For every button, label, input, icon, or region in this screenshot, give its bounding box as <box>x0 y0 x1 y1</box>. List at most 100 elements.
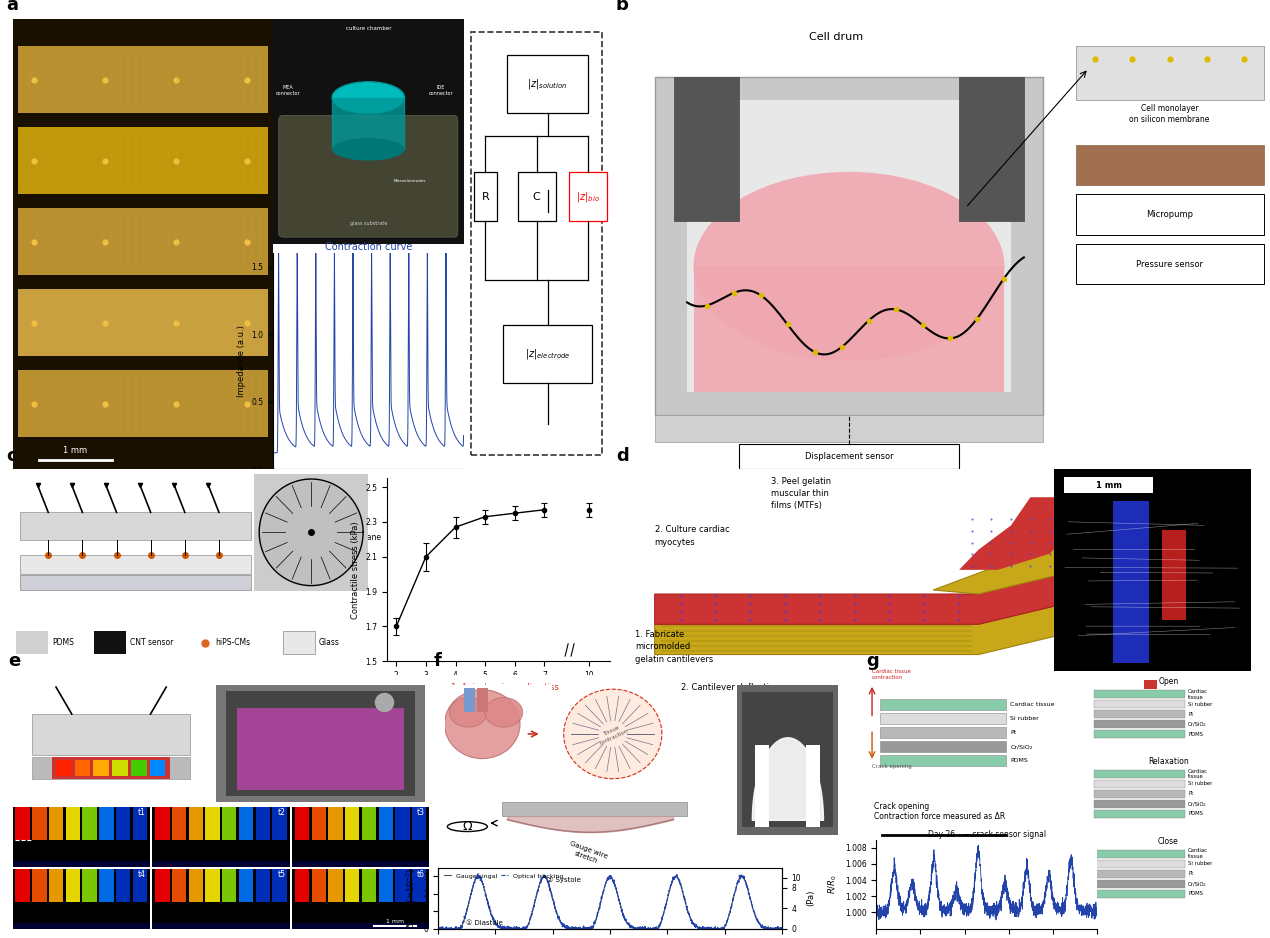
Text: PDMS: PDMS <box>1011 758 1029 764</box>
Text: Cardiac
tissue: Cardiac tissue <box>1189 848 1208 859</box>
Text: Gauge wire
stretch: Gauge wire stretch <box>566 840 608 867</box>
Text: 3. Peel gelatin: 3. Peel gelatin <box>771 477 832 486</box>
Text: R: R <box>481 191 489 202</box>
Text: CNT sensor in
PDMS membrane: CNT sensor in PDMS membrane <box>315 523 381 542</box>
Text: t1: t1 <box>138 809 146 818</box>
Bar <box>206 796 220 840</box>
Bar <box>1095 690 1185 698</box>
Bar <box>155 851 170 901</box>
Polygon shape <box>655 574 1063 625</box>
Bar <box>754 745 770 827</box>
Text: Si rubber: Si rubber <box>1189 702 1213 706</box>
Bar <box>32 853 47 901</box>
Bar <box>1162 529 1186 620</box>
Bar <box>1095 710 1185 719</box>
Bar <box>1095 731 1185 738</box>
Text: culture chamber: culture chamber <box>345 25 391 31</box>
Text: micromolded: micromolded <box>635 643 691 651</box>
Y-axis label: $\Delta R/R_0$ ($\times10^{-3}$): $\Delta R/R_0$ ($\times10^{-3}$) <box>404 868 418 929</box>
Optical tracking <box>701 922 716 933</box>
Bar <box>1143 680 1157 688</box>
Text: PDMS: PDMS <box>1189 732 1203 736</box>
Text: t5: t5 <box>277 870 286 880</box>
Text: Pt: Pt <box>1189 792 1194 796</box>
Bar <box>1064 477 1152 493</box>
Bar <box>171 853 187 901</box>
Bar <box>18 127 268 194</box>
Bar <box>94 631 127 654</box>
Text: C: C <box>532 191 541 202</box>
Bar <box>693 266 1005 392</box>
Bar <box>222 860 236 901</box>
Gauge singal <box>598 879 613 890</box>
Optical tracking <box>765 923 780 934</box>
Bar <box>152 861 290 867</box>
Bar <box>329 855 343 901</box>
Polygon shape <box>259 479 363 585</box>
Bar <box>1076 46 1264 99</box>
Text: Cr/SiO₂: Cr/SiO₂ <box>1011 744 1033 749</box>
Bar <box>283 631 315 654</box>
Text: t3: t3 <box>417 809 425 818</box>
Bar <box>395 804 410 840</box>
Gauge singal <box>431 923 446 934</box>
Text: IDE
connector: IDE connector <box>428 85 453 97</box>
Bar <box>1095 890 1185 898</box>
Bar <box>17 631 48 654</box>
Bar <box>239 863 253 901</box>
X-axis label: Day: Day <box>490 686 507 694</box>
Text: Micromolded
gelatin hydrogel: Micromolded gelatin hydrogel <box>1186 474 1248 492</box>
Bar <box>655 415 1043 442</box>
Text: Pt: Pt <box>1011 730 1016 735</box>
Bar <box>99 801 113 840</box>
Text: Relaxation: Relaxation <box>1148 757 1189 766</box>
Text: Pressure sensor: Pressure sensor <box>1137 260 1203 268</box>
Bar <box>116 804 131 840</box>
Line: Optical tracking: Optical tracking <box>438 873 782 932</box>
Optical tracking <box>775 924 790 935</box>
Gauge singal <box>448 923 464 934</box>
Text: muscular thin: muscular thin <box>771 490 829 498</box>
Bar <box>255 804 271 840</box>
X-axis label: Time (s): Time (s) <box>352 493 385 502</box>
Bar <box>66 796 80 840</box>
Text: Microelectrodes: Microelectrodes <box>394 179 427 183</box>
Bar <box>674 77 739 221</box>
Optical tracking <box>765 923 780 934</box>
Bar <box>33 714 190 755</box>
Bar <box>1076 144 1264 186</box>
Text: Cardiac
tissue: Cardiac tissue <box>1189 688 1208 700</box>
Text: Cardiac
tissue: Cardiac tissue <box>1189 768 1208 779</box>
Text: e: e <box>9 652 20 671</box>
Text: Pt: Pt <box>1189 871 1194 876</box>
Bar <box>508 54 588 113</box>
Bar <box>255 866 271 901</box>
Y-axis label: (Pa): (Pa) <box>806 890 815 906</box>
Text: Pt: Pt <box>1189 712 1194 717</box>
Text: Cr/SiO₂: Cr/SiO₂ <box>1189 801 1206 807</box>
Text: 2. Culture cardiac: 2. Culture cardiac <box>655 525 729 535</box>
Bar <box>32 791 47 840</box>
Polygon shape <box>959 497 1076 570</box>
Bar <box>1076 194 1264 234</box>
Bar <box>239 801 253 840</box>
Text: t6: t6 <box>417 870 425 880</box>
FancyBboxPatch shape <box>278 115 458 237</box>
Bar <box>272 806 287 840</box>
Bar <box>131 760 146 777</box>
Ellipse shape <box>485 698 523 727</box>
Text: Crack opening: Crack opening <box>872 764 912 769</box>
Ellipse shape <box>693 172 1005 361</box>
Ellipse shape <box>333 82 404 113</box>
Text: PDMS: PDMS <box>1189 811 1203 816</box>
Bar <box>236 708 405 790</box>
Bar <box>1095 860 1185 868</box>
Bar <box>206 858 220 901</box>
Text: Si rubber: Si rubber <box>1011 716 1039 721</box>
Text: t4: t4 <box>137 870 146 880</box>
Text: Cardiac tissue: Cardiac tissue <box>1011 702 1055 707</box>
Text: Ω: Ω <box>462 820 472 833</box>
Bar <box>116 866 131 901</box>
Bar <box>959 77 1024 221</box>
Bar <box>687 99 1011 392</box>
